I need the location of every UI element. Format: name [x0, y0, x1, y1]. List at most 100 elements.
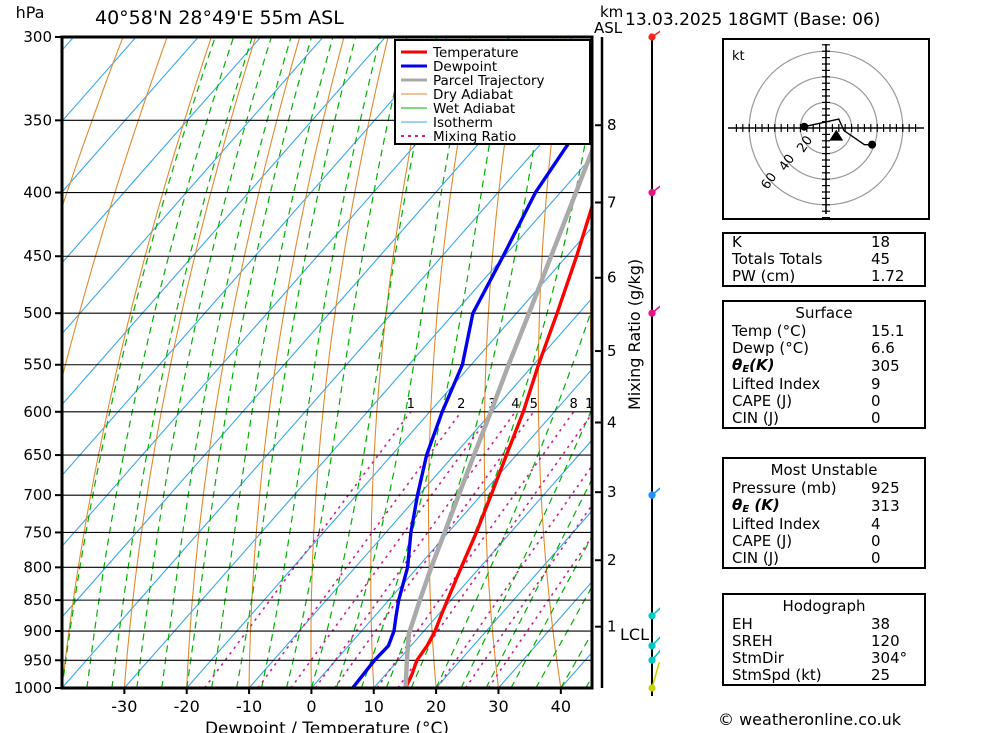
surface-row: Temp (°C) 15.1: [724, 323, 924, 340]
hodo-label: StmDir: [732, 649, 784, 667]
hodograph-endpoint: [800, 122, 809, 131]
height-tick-label: 5: [607, 342, 617, 360]
pressure-tick-label: 850: [23, 591, 52, 609]
mu-value: 925: [871, 479, 900, 497]
hodo-label: StmSpd (kt): [732, 666, 822, 684]
temperature-tick-label: 30: [488, 697, 508, 716]
hodo-value: 120: [871, 632, 900, 650]
temperature-tick-label: 10: [364, 697, 384, 716]
mu-value: 313: [871, 497, 900, 515]
sounding-curve-dewpoint: [350, 102, 592, 688]
mu-label: θE (K): [732, 496, 780, 515]
wind-barb: [648, 649, 660, 664]
wind-barb: [648, 305, 660, 317]
index-value: 45: [871, 250, 891, 268]
hodo-value: 304°: [871, 649, 908, 667]
hodo-value: 38: [871, 615, 891, 633]
sounding-curve-temperature: [403, 201, 592, 688]
mu-row: CIN (J) 0: [724, 550, 924, 567]
height-tick-label: 8: [607, 116, 617, 134]
temperature-tick-label: 40: [551, 697, 571, 716]
pressure-tick-label: 800: [23, 558, 52, 576]
legend-label: Wet Adiabat: [433, 101, 515, 117]
surface-value: 305: [871, 357, 900, 375]
surface-row: CAPE (J) 0: [724, 393, 924, 410]
hodo-row: EH 38: [724, 616, 924, 633]
sounding-curve-parcel-trajectory: [403, 144, 592, 688]
mixing-ratio-axis-title: Mixing Ratio (g/kg): [625, 259, 644, 410]
pressure-unit-label: hPa: [16, 3, 45, 22]
pressure-tick-label: 750: [23, 523, 52, 541]
mu-value: 0: [871, 532, 881, 550]
hodo-row: SREH 120: [724, 633, 924, 650]
pressure-tick-label: 500: [23, 304, 52, 322]
hodograph-ring-label: 20: [794, 133, 816, 155]
surface-label: CIN (J): [732, 409, 780, 427]
pressure-tick-label: 1000: [14, 679, 52, 697]
mu-row: Pressure (mb) 925: [724, 480, 924, 497]
mixing-ratio-label: 4: [511, 397, 519, 412]
pressure-tick-label: 950: [23, 651, 52, 669]
pressure-tick-label: 550: [23, 356, 52, 374]
legend-label: Temperature: [432, 45, 519, 61]
mixing-ratio-label: 1: [407, 397, 415, 412]
mu-value: 4: [871, 515, 881, 533]
legend-label: Dewpoint: [433, 59, 497, 75]
surface-row: Lifted Index 9: [724, 376, 924, 393]
hodograph-endpoint: [868, 140, 877, 149]
hodograph-unit-label: kt: [732, 49, 745, 64]
forecast-datetime: 13.03.2025 18GMT (Base: 06): [625, 10, 881, 30]
height-tick-label: 6: [607, 269, 617, 287]
mu-label: Lifted Index: [732, 515, 821, 533]
skewt-diagram: 1234581015202510009509008508007507006506…: [14, 3, 660, 733]
hodograph-ring-label: 60: [758, 170, 780, 192]
hodograph-stats-title: Hodograph: [782, 597, 866, 615]
surface-title: Surface: [795, 304, 853, 322]
pressure-tick-label: 300: [23, 28, 52, 46]
index-value: 1.72: [871, 267, 905, 285]
pressure-tick-label: 450: [23, 247, 52, 265]
hodo-label: EH: [732, 615, 753, 633]
surface-row: Dewp (°C) 6.6: [724, 340, 924, 357]
index-value: 18: [871, 233, 891, 251]
mixing-ratio-label: 8: [570, 397, 578, 412]
mu-label: CAPE (J): [732, 532, 793, 550]
height-tick-label: 3: [607, 483, 617, 501]
index-row: PW (cm) 1.72: [724, 268, 924, 285]
surface-value: 0: [871, 392, 881, 410]
index-label: K: [732, 233, 742, 251]
wind-barb: [648, 185, 660, 197]
temperature-tick-label: -10: [236, 697, 262, 716]
wind-barb: [648, 607, 660, 620]
mu-row: Lifted Index 4: [724, 516, 924, 533]
surface-label: Dewp (°C): [732, 339, 810, 357]
height-tick-label: 7: [607, 194, 617, 212]
mu-label: CIN (J): [732, 549, 780, 567]
mixing-ratio-label: 5: [530, 397, 538, 412]
surface-row: CIN (J) 0: [724, 410, 924, 427]
height-tick-label: 4: [607, 413, 617, 431]
most-unstable-title: Most Unstable: [770, 461, 878, 479]
legend-label: Mixing Ratio: [433, 129, 516, 145]
surface-label: Lifted Index: [732, 375, 821, 393]
mu-label: Pressure (mb): [732, 479, 837, 497]
hodo-value: 25: [871, 666, 891, 684]
wind-barb: [648, 636, 660, 650]
pressure-tick-label: 600: [23, 403, 52, 421]
pressure-tick-label: 650: [23, 446, 52, 464]
surface-panel: Surface Temp (°C) 15.1 Dewp (°C) 6.6 θE(…: [722, 300, 926, 429]
mu-value: 0: [871, 549, 881, 567]
most-unstable-panel: Most Unstable Pressure (mb) 925 θE (K) 3…: [722, 457, 926, 569]
index-row: K 18: [724, 234, 924, 251]
hodograph-ring-label: 40: [776, 152, 798, 174]
surface-value: 0: [871, 409, 881, 427]
mu-row: CAPE (J) 0: [724, 533, 924, 550]
pressure-tick-label: 700: [23, 486, 52, 504]
surface-label: CAPE (J): [732, 392, 793, 410]
surface-row: θE(K) 305: [724, 357, 924, 376]
x-axis-title: Dewpoint / Temperature (°C): [205, 719, 449, 733]
mixing-ratio-label: 2: [457, 397, 465, 412]
legend-label: Dry Adiabat: [433, 87, 513, 103]
